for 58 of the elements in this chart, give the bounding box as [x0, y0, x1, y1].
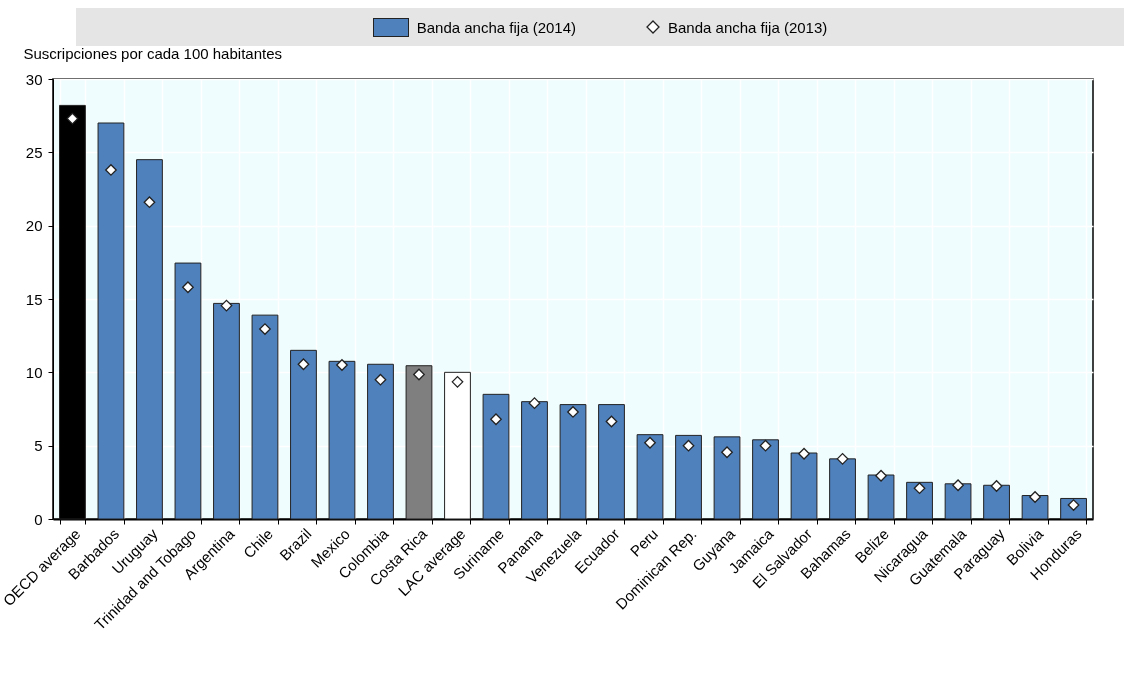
bar — [906, 481, 933, 520]
y-tick-label: 0 — [34, 510, 43, 528]
y-tick-label: 5 — [34, 437, 43, 455]
point — [759, 439, 772, 452]
legend-label: Banda ancha fija (2014) — [416, 18, 576, 36]
point — [644, 436, 656, 449]
bar — [136, 159, 163, 520]
point — [836, 452, 849, 465]
bar — [636, 434, 664, 520]
bar — [944, 483, 972, 520]
bar — [290, 349, 317, 520]
point — [952, 479, 964, 492]
bar — [367, 363, 394, 520]
bar — [598, 404, 625, 520]
y-tick-label: 30 — [25, 70, 43, 88]
point — [990, 480, 1003, 492]
point — [413, 368, 425, 381]
point — [374, 373, 387, 386]
bar — [713, 436, 741, 520]
point — [297, 358, 310, 371]
point — [336, 359, 348, 371]
point — [66, 112, 79, 125]
bar — [675, 434, 702, 520]
bar — [174, 262, 202, 520]
point — [143, 196, 156, 209]
bar — [867, 474, 895, 520]
y-axis-title: Suscripciones por cada 100 habitantes — [23, 44, 283, 62]
bar — [482, 393, 510, 520]
point — [528, 397, 541, 410]
point — [875, 469, 887, 482]
point — [721, 446, 733, 459]
point — [1029, 491, 1041, 503]
bar — [752, 439, 779, 520]
bar — [405, 365, 433, 520]
point — [490, 413, 502, 426]
point — [605, 415, 618, 428]
y-tick-label: 15 — [25, 290, 43, 308]
y-tick-label: 20 — [25, 217, 43, 235]
point — [259, 323, 271, 335]
bar — [983, 484, 1010, 520]
bar — [521, 401, 548, 520]
point — [567, 406, 579, 418]
bar — [328, 360, 356, 520]
legend-label: Banda ancha fija (2013) — [668, 18, 828, 36]
point — [105, 164, 117, 176]
bar — [251, 314, 279, 520]
bar — [97, 122, 125, 520]
y-tick-label: 25 — [25, 143, 43, 161]
point — [798, 447, 810, 460]
point — [913, 482, 926, 495]
y-tick-label: 10 — [25, 363, 43, 381]
point — [182, 281, 194, 294]
point — [220, 299, 233, 312]
point — [682, 439, 695, 452]
point — [451, 375, 464, 388]
bar — [790, 452, 818, 520]
bar — [213, 302, 240, 520]
bar — [559, 404, 587, 520]
